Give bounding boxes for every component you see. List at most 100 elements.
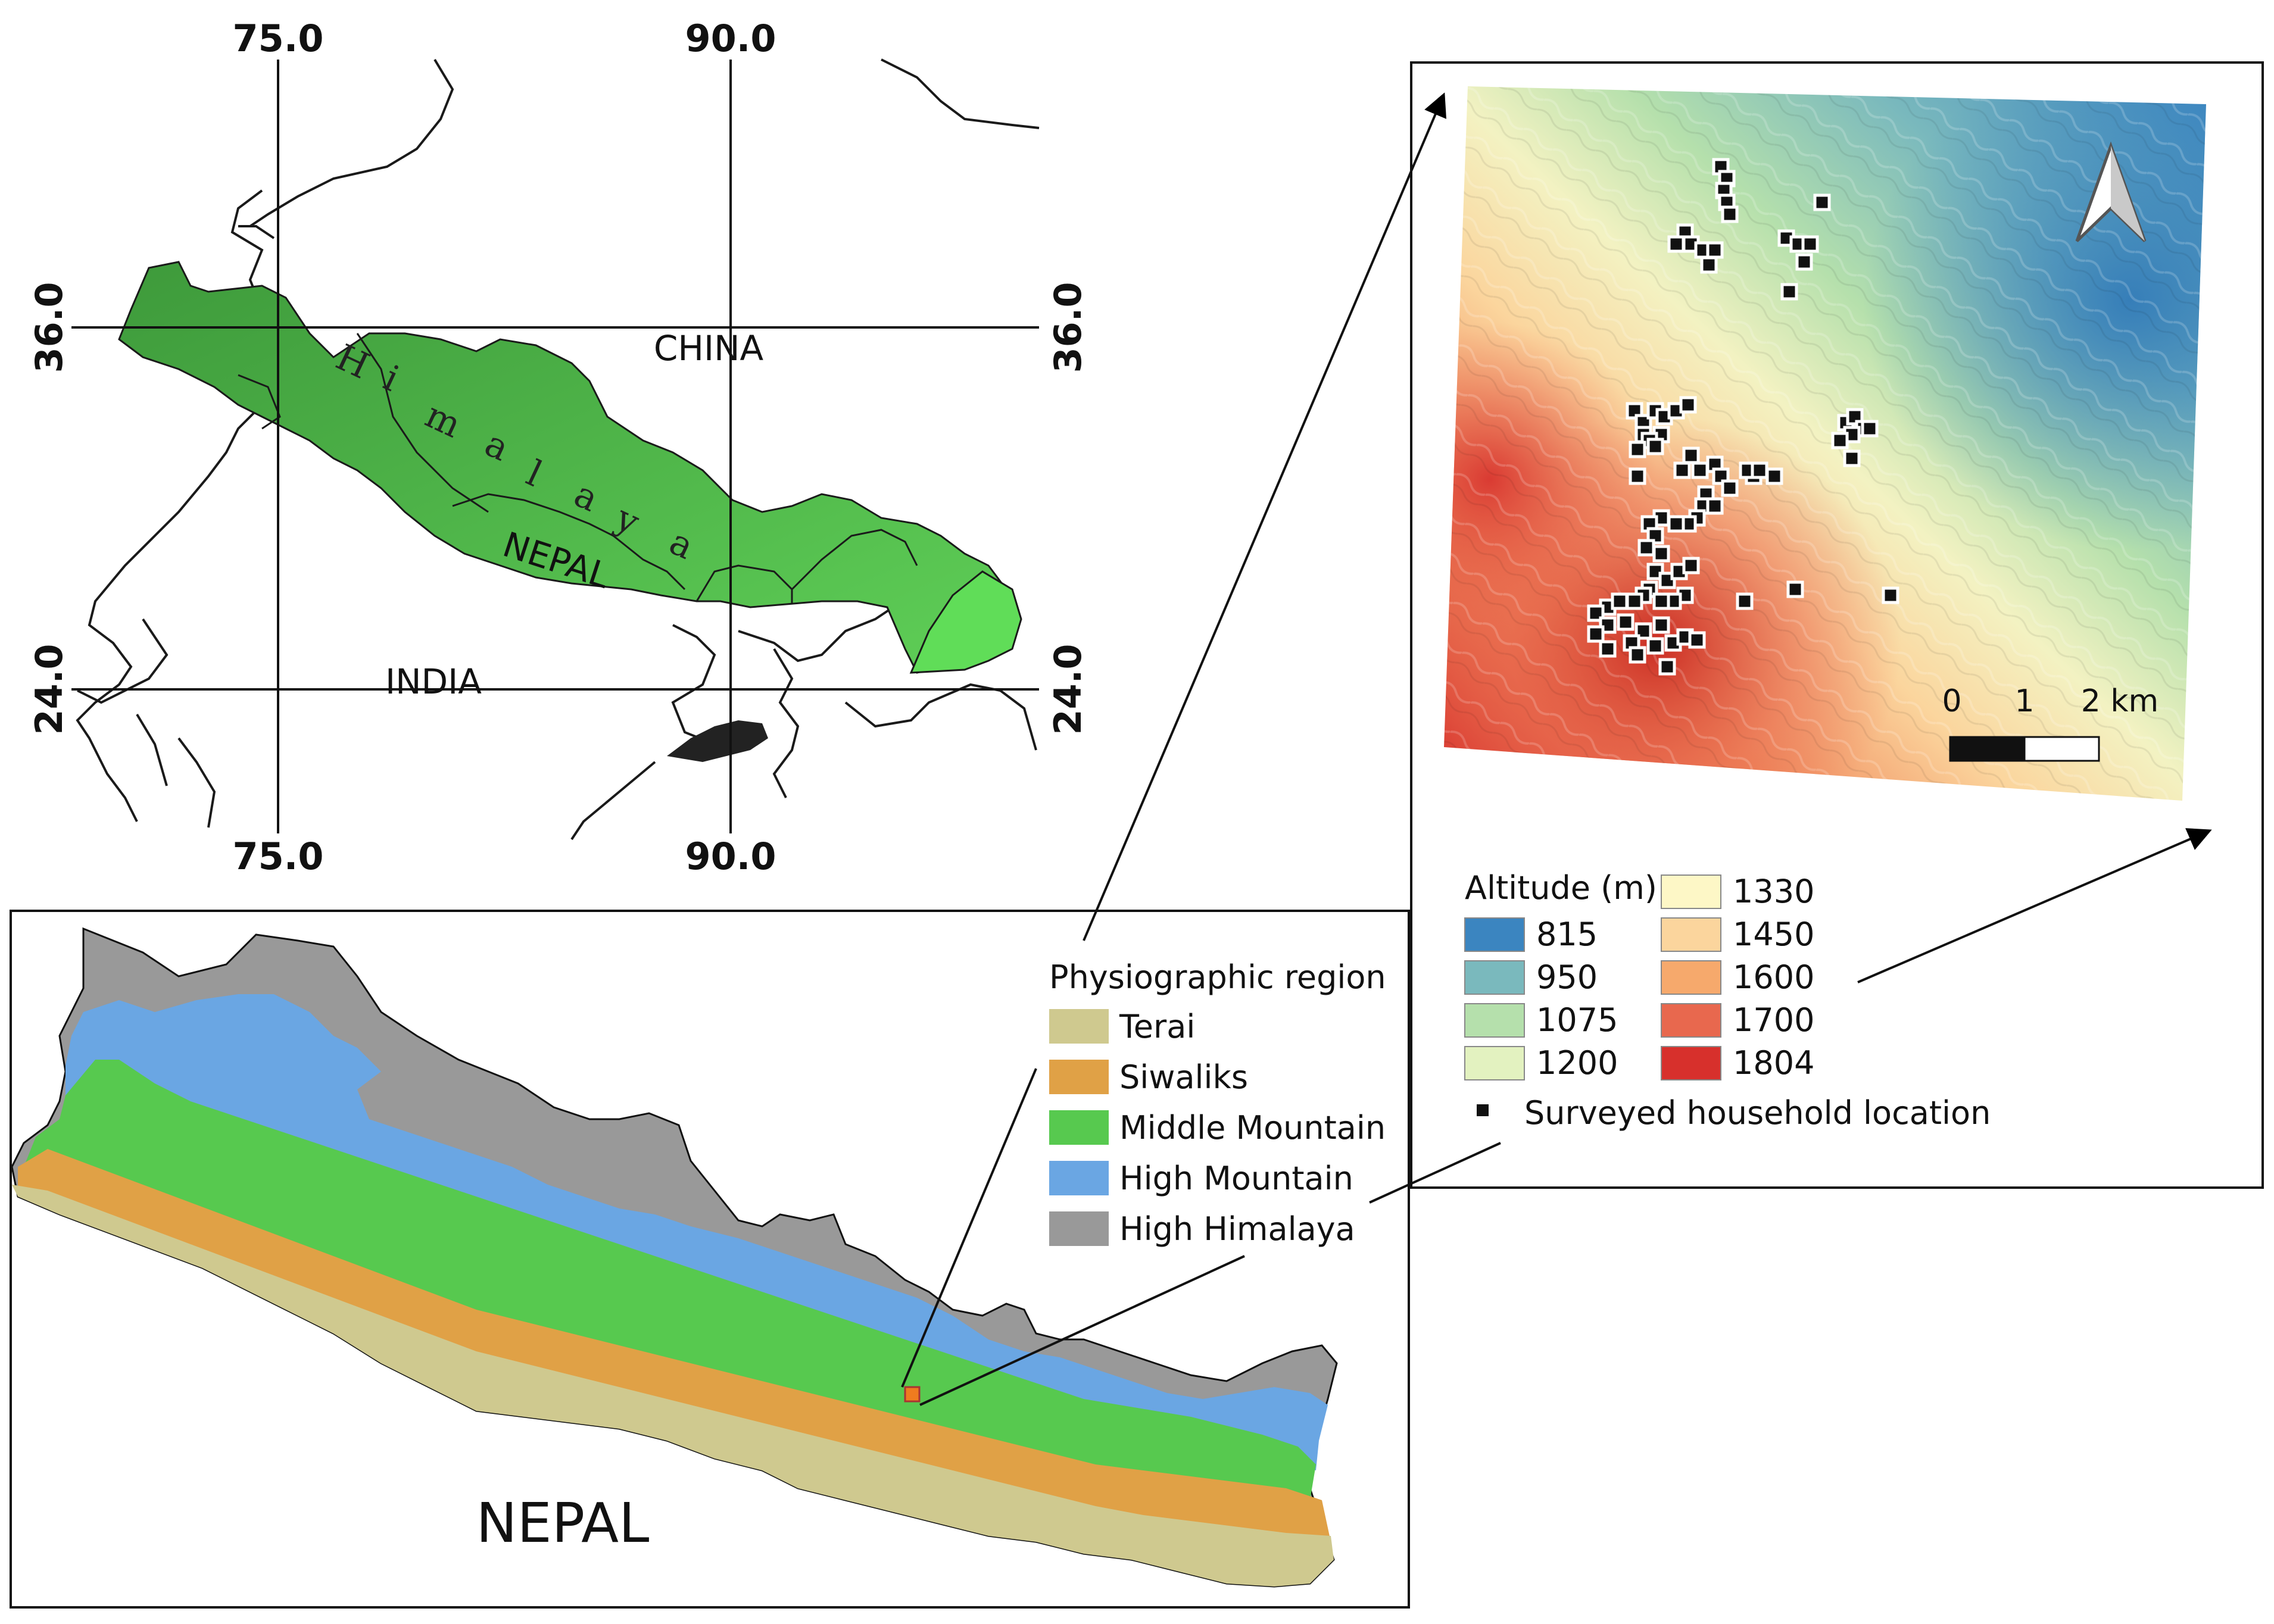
household-legend-label: Surveyed household location bbox=[1524, 1094, 1991, 1132]
legend-item-middle-mountain: Middle Mountain bbox=[1049, 1109, 1386, 1147]
legend-swatch bbox=[1049, 1110, 1109, 1145]
legend-item-terai: Terai bbox=[1049, 1008, 1195, 1045]
altitude-label: 1200 bbox=[1536, 1044, 1618, 1082]
scale-bar-black-segment bbox=[1949, 736, 2026, 762]
altitude-legend-column-2: 1330 1450 1600 1700 1804 bbox=[1661, 873, 1814, 1082]
legend-swatch bbox=[1049, 1161, 1109, 1195]
altitude-legend-column-1: 815 950 1075 1200 bbox=[1464, 916, 1618, 1082]
household-marker bbox=[1652, 616, 1670, 634]
household-marker bbox=[1646, 637, 1664, 655]
himalaya-region bbox=[118, 261, 1019, 674]
altitude-swatch bbox=[1661, 960, 1721, 995]
graticule bbox=[71, 60, 1039, 833]
physiographic-legend: Physiographic region Terai Siwaliks Midd… bbox=[1049, 958, 1386, 1248]
altitude-legend-item: 815 bbox=[1464, 916, 1598, 953]
lat-label-left-24: 24.0 bbox=[27, 644, 71, 735]
altitude-legend-item: 1700 bbox=[1661, 1001, 1814, 1039]
household-marker bbox=[1882, 586, 1899, 604]
household-marker bbox=[1682, 446, 1700, 464]
connector-overview-to-study bbox=[1083, 92, 1447, 941]
lon-label-top-90: 90.0 bbox=[685, 17, 776, 60]
household-marker bbox=[1688, 631, 1706, 649]
altitude-legend-item: 950 bbox=[1464, 958, 1598, 996]
lat-label-right-36: 36.0 bbox=[1046, 282, 1090, 373]
nepal-high-mountain-region bbox=[65, 994, 1328, 1470]
household-marker bbox=[1679, 396, 1697, 414]
household-marker bbox=[1629, 646, 1646, 664]
lat-label-right-24: 24.0 bbox=[1046, 644, 1090, 735]
household-marker bbox=[1706, 241, 1724, 259]
lon-label-bottom-90: 90.0 bbox=[685, 835, 776, 878]
legend-label: Terai bbox=[1119, 1008, 1195, 1045]
household-marker bbox=[1721, 479, 1739, 497]
household-marker bbox=[1795, 253, 1813, 271]
altitude-legend-item: 1600 bbox=[1661, 958, 1814, 996]
elevation-raster bbox=[1444, 86, 2206, 801]
household-marker bbox=[1626, 592, 1643, 610]
altitude-label: 1600 bbox=[1733, 958, 1814, 996]
altitude-swatch bbox=[1661, 917, 1721, 952]
household-marker bbox=[1667, 515, 1685, 533]
household-marker bbox=[1831, 432, 1849, 449]
household-marker bbox=[1637, 539, 1655, 557]
scale-bar-white-segment bbox=[2023, 736, 2100, 762]
household-marker bbox=[1813, 193, 1831, 211]
altitude-legend-item: 1804 bbox=[1661, 1044, 1814, 1082]
altitude-swatch bbox=[1464, 1003, 1525, 1038]
household-marker bbox=[1712, 467, 1730, 485]
legend-label: High Himalaya bbox=[1119, 1210, 1355, 1248]
physiographic-legend-title: Physiographic region bbox=[1049, 958, 1386, 996]
altitude-label: 1700 bbox=[1733, 1001, 1814, 1039]
altitude-label: 1450 bbox=[1733, 916, 1814, 953]
legend-item-siwaliks: Siwaliks bbox=[1049, 1058, 1248, 1096]
altitude-swatch bbox=[1464, 1046, 1525, 1080]
household-marker bbox=[1765, 467, 1783, 485]
legend-item-high-mountain: High Mountain bbox=[1049, 1160, 1353, 1197]
household-marker bbox=[1646, 438, 1664, 455]
overview-map: 75.0 90.0 75.0 90.0 36.0 24.0 36.0 24.0 … bbox=[27, 17, 1090, 878]
household-marker bbox=[1673, 461, 1691, 479]
internal-borders bbox=[238, 333, 918, 604]
legend-swatch bbox=[1049, 1009, 1109, 1044]
arunachal-region bbox=[909, 570, 1022, 674]
altitude-legend-item: 1330 bbox=[1661, 873, 1814, 910]
household-marker bbox=[1599, 640, 1617, 658]
altitude-label: 815 bbox=[1536, 916, 1598, 953]
altitude-legend-title: Altitude (m) bbox=[1465, 869, 1657, 907]
study-area-marker bbox=[904, 1386, 921, 1403]
altitude-swatch bbox=[1661, 875, 1721, 909]
north-arrow-icon bbox=[2075, 141, 2147, 242]
altitude-legend: Altitude (m) 815 950 1075 1200 1330 1450 1600… bbox=[1464, 869, 1991, 1132]
household-marker bbox=[1706, 497, 1724, 515]
household-marker bbox=[1587, 625, 1605, 643]
nepal-map-panel: NEPAL Physiographic region Terai Siwalik… bbox=[10, 910, 1410, 1609]
household-marker bbox=[1751, 461, 1768, 479]
legend-label: Middle Mountain bbox=[1119, 1109, 1386, 1147]
household-marker bbox=[1682, 557, 1700, 574]
india-label: INDIA bbox=[385, 661, 482, 702]
connector-marker-to-panel bbox=[919, 1255, 1245, 1406]
household-marker bbox=[1801, 235, 1819, 253]
household-marker bbox=[1652, 592, 1670, 610]
altitude-label: 1804 bbox=[1733, 1044, 1814, 1082]
household-marker bbox=[1691, 461, 1709, 479]
scale-bar: 0 1 2 km bbox=[1942, 683, 2158, 762]
china-label: CHINA bbox=[654, 328, 764, 368]
nepal-middle-mountain-region bbox=[24, 1060, 1322, 1524]
household-points bbox=[1587, 158, 1899, 676]
scale-label-1: 1 bbox=[2014, 683, 2034, 719]
household-marker bbox=[1629, 441, 1646, 458]
household-marker bbox=[1611, 592, 1629, 610]
household-marker bbox=[1652, 545, 1670, 563]
altitude-label: 950 bbox=[1536, 958, 1598, 996]
legend-swatch bbox=[1049, 1060, 1109, 1094]
lon-label-top-75: 75.0 bbox=[233, 17, 324, 60]
legend-label: Siwaliks bbox=[1119, 1058, 1248, 1096]
altitude-label: 1075 bbox=[1536, 1001, 1618, 1039]
altitude-legend-item: 1450 bbox=[1661, 916, 1814, 953]
delta-region bbox=[667, 720, 768, 762]
nepal-title: NEPAL bbox=[476, 1491, 650, 1555]
altitude-legend-item: 1075 bbox=[1464, 1001, 1618, 1039]
connector-panel-to-study bbox=[1369, 1142, 1501, 1204]
study-area-panel: 0 1 2 km Altitude (m) 815 950 1075 1200 133… bbox=[1410, 61, 2264, 1189]
